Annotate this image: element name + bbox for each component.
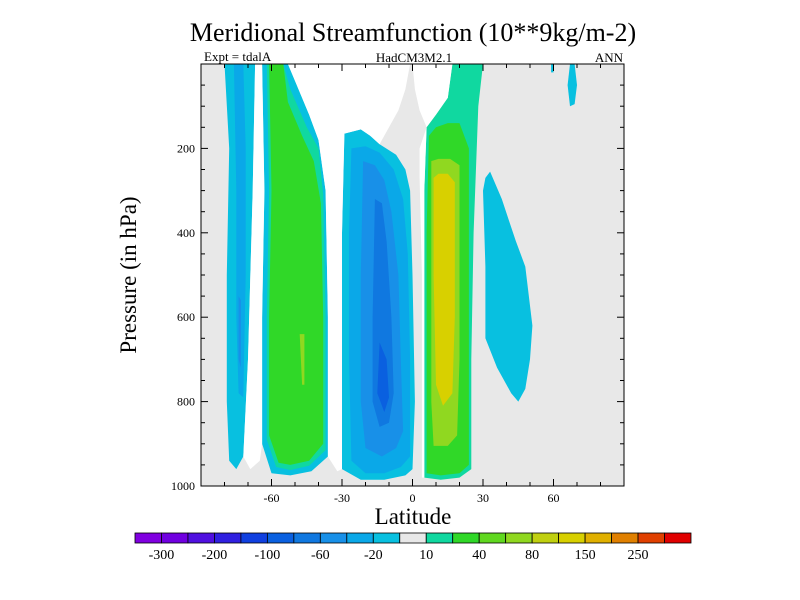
colorbar-swatch xyxy=(134,532,162,544)
contour-cyan-nh-mid xyxy=(483,171,533,402)
axis-ticks: -60 -30 0 30 60 200 400 600 800 1000 xyxy=(171,64,625,505)
colorbar-swatch xyxy=(478,532,507,544)
y-tick-label: 400 xyxy=(177,226,195,240)
contour-regions xyxy=(224,64,577,480)
colorbar-swatch xyxy=(664,532,692,544)
contour-green-ferrel xyxy=(269,64,324,465)
x-tick-label: -30 xyxy=(334,491,350,505)
colorbar-label: -60 xyxy=(311,548,330,563)
colorbar-label: -200 xyxy=(202,548,228,563)
colorbar-swatch xyxy=(505,532,533,544)
colorbar-swatch xyxy=(293,532,321,544)
contour-white-zero-band-1 xyxy=(243,64,265,470)
colorbar-swatch xyxy=(214,532,242,544)
experiment-label: Expt = tdalA xyxy=(204,49,272,64)
colorbar-swatch xyxy=(611,532,639,544)
model-label: HadCM3M2.1 xyxy=(376,50,452,65)
colorbar-label: 10 xyxy=(419,548,433,563)
colorbar-label: 40 xyxy=(472,548,486,563)
y-tick-label: 200 xyxy=(177,141,195,155)
x-tick-label: 60 xyxy=(548,491,560,505)
colorbar-label: 150 xyxy=(575,548,596,563)
colorbar-swatch xyxy=(187,532,215,544)
colorbar-label: 250 xyxy=(628,548,649,563)
colorbar-swatch xyxy=(584,532,612,544)
contour-yellow-nh-hadley xyxy=(433,173,455,406)
contour-blue-sh-polar-inner xyxy=(238,296,241,368)
colorbar-swatch xyxy=(319,532,348,544)
colorbar-swatch xyxy=(399,532,427,544)
colorbar-swatch xyxy=(240,532,268,544)
contour-white-zero-band-2 xyxy=(287,64,411,472)
contour-white-zero-band-3 xyxy=(412,64,453,128)
season-label: ANN xyxy=(595,50,624,65)
contour-cyan-nh-polar xyxy=(567,64,577,107)
colorbar-swatch xyxy=(346,532,374,544)
contour-blue-sh-polar-core xyxy=(233,64,246,398)
y-axis-label: Pressure (in hPa) xyxy=(116,196,141,353)
colorbar-swatch xyxy=(558,532,586,544)
x-axis-label: Latitude xyxy=(375,504,452,529)
colorbar-swatch xyxy=(372,532,401,544)
colorbar-swatch xyxy=(637,532,665,544)
colorbar-swatch xyxy=(266,532,295,544)
y-tick-label: 800 xyxy=(177,395,195,409)
contour-cyan-nh-dot xyxy=(551,64,554,73)
colorbar-label: -300 xyxy=(149,548,175,563)
colorbar-swatch xyxy=(161,532,189,544)
x-tick-label: 0 xyxy=(410,491,416,505)
chart-title: Meridional Streamfunction (10**9kg/m-2) xyxy=(190,18,636,47)
y-tick-label: 600 xyxy=(177,310,195,324)
colorbar-label: 80 xyxy=(525,548,539,563)
contour-lime-ferrel-core xyxy=(299,334,305,385)
x-tick-label: -60 xyxy=(264,491,280,505)
y-tick-label: 1000 xyxy=(171,479,195,493)
contour-blue3-sh-hadley xyxy=(372,199,394,427)
colorbar-swatch xyxy=(425,532,454,544)
colorbar-label: -100 xyxy=(255,548,281,563)
colorbar-legend: -300 -200 -100 -60 -20 10 40 80 150 250 xyxy=(134,532,692,563)
contour-white-zero-band-4 xyxy=(419,127,427,478)
colorbar-swatch xyxy=(531,532,560,544)
x-tick-label: 30 xyxy=(477,491,489,505)
colorbar-label: -20 xyxy=(364,548,383,563)
colorbar-swatch xyxy=(452,532,480,544)
contour-blue4-sh-hadley xyxy=(377,342,389,413)
